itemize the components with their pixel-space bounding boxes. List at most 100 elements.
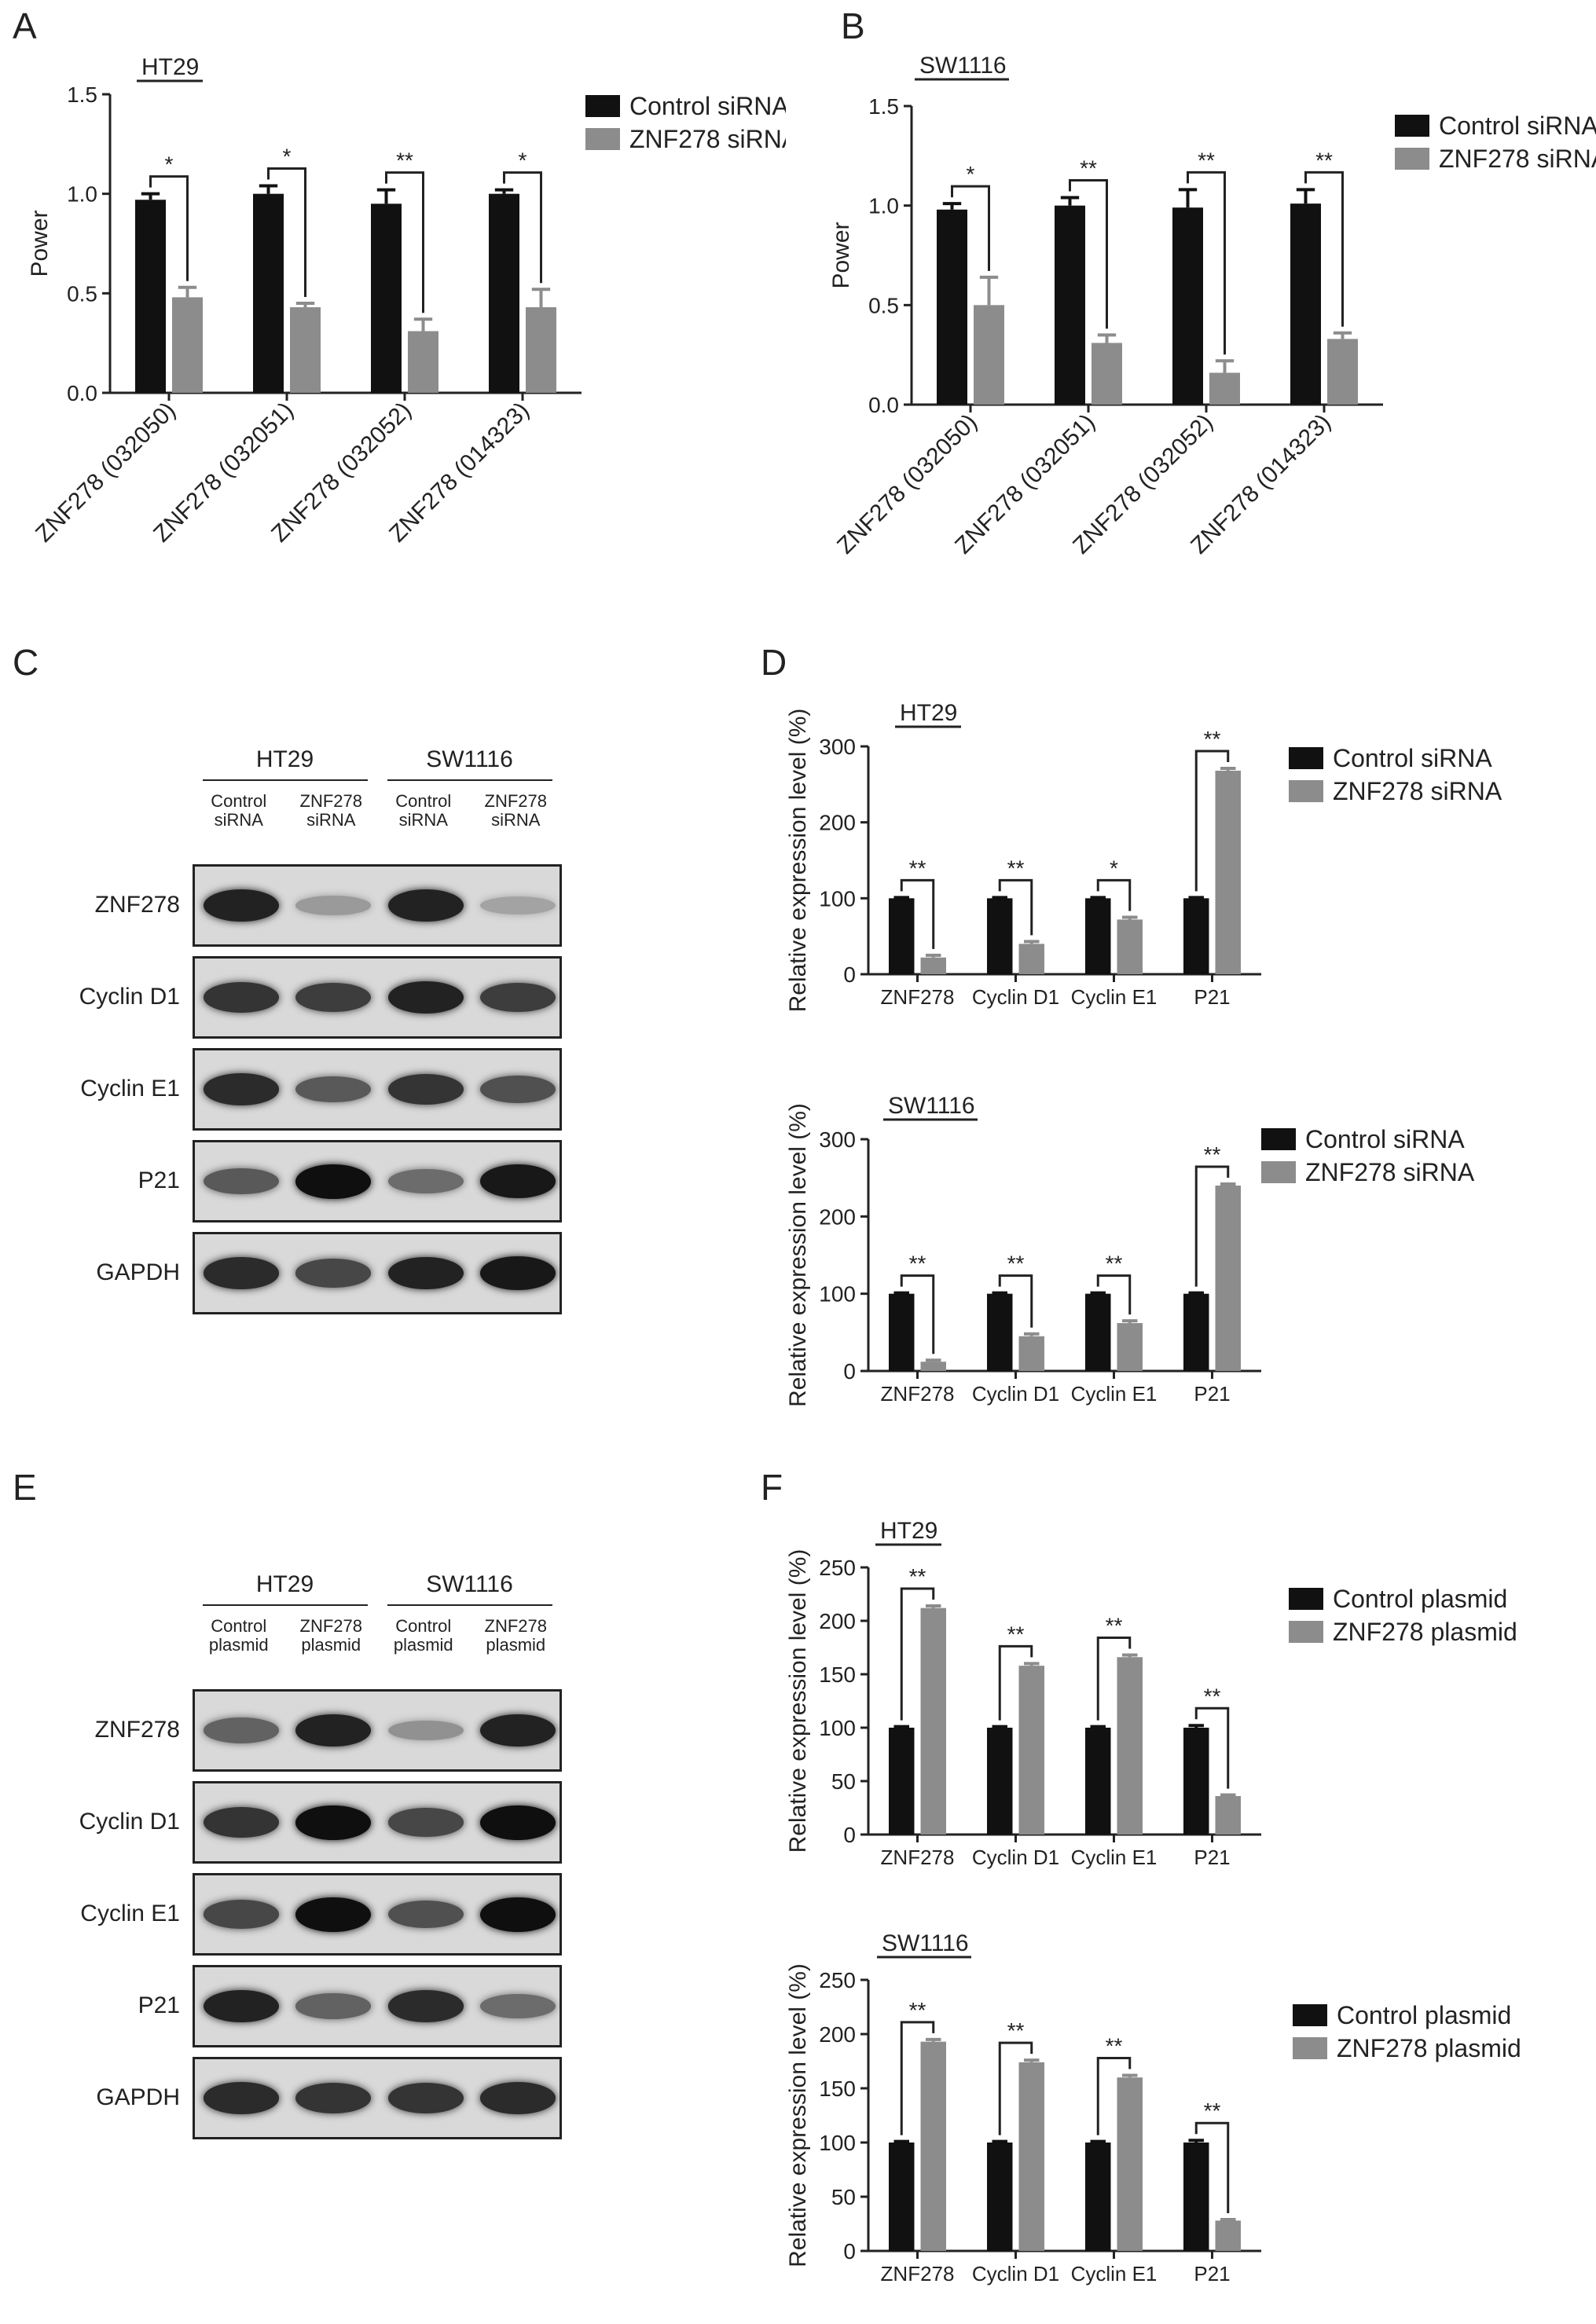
blot-strip — [193, 864, 562, 947]
bar-treatment — [1092, 343, 1122, 405]
bar-control — [1055, 205, 1085, 405]
lane-label: ZNF278 siRNA — [299, 791, 362, 830]
legend-label: Control siRNA — [1305, 1125, 1465, 1153]
chart-d-bottom-sw1116-expression: SW1116 0 100 200 300 Relative expression leve… — [785, 1093, 1475, 1407]
bar-treatment — [1018, 944, 1044, 974]
significance-marker: ** — [1204, 1142, 1221, 1167]
blot-band — [203, 2082, 279, 2114]
x-tick-label: Cyclin D1 — [972, 985, 1059, 1009]
bar-control — [1085, 1728, 1111, 1835]
blot-strip — [193, 1140, 562, 1222]
blot-band — [387, 1990, 464, 2022]
bar-treatment — [408, 331, 438, 393]
blot-band — [387, 1808, 464, 1837]
blot-band — [387, 1169, 464, 1193]
significance-bracket — [503, 171, 542, 284]
x-tick-label: Cyclin D1 — [972, 1382, 1059, 1406]
significance-bracket — [1194, 1165, 1230, 1287]
legend-swatch — [1261, 1128, 1296, 1150]
x-tick-label: ZNF278 — [881, 1382, 955, 1406]
protein-label: Cyclin D1 — [79, 1808, 180, 1835]
legend-swatch — [1395, 148, 1429, 170]
y-tick-label: 1.5 — [67, 82, 97, 107]
bar-treatment — [1215, 2220, 1241, 2251]
bar-control — [987, 1728, 1013, 1835]
bar-control — [1085, 2143, 1111, 2251]
protein-label: ZNF278 — [94, 1716, 180, 1743]
bar-treatment — [1117, 919, 1143, 974]
blot-band — [480, 1805, 556, 1840]
significance-marker: ** — [1204, 2099, 1221, 2123]
y-tick-label: 0 — [843, 962, 856, 987]
chart-f-bottom-sw1116-plasmid: SW1116 0 50 100 150 200 250 Relative expression… — [785, 1930, 1521, 2286]
chart-title: SW1116 — [888, 1093, 975, 1119]
bar-control — [937, 209, 967, 405]
significance-marker: * — [967, 162, 975, 186]
bar-control — [135, 200, 166, 393]
x-tick-label: P21 — [1194, 2262, 1230, 2286]
significance-marker: * — [1110, 856, 1118, 880]
x-tick-label: P21 — [1194, 1382, 1230, 1406]
significance-marker: ** — [1007, 1622, 1025, 1646]
bar-control — [889, 1293, 915, 1371]
significance-bracket — [998, 1644, 1033, 1721]
blot-band — [480, 1714, 556, 1747]
x-tick-label: P21 — [1194, 1846, 1230, 1869]
bar-control — [987, 2143, 1013, 2251]
y-tick-label: 1.0 — [67, 182, 97, 207]
lane-label: Control siRNA — [211, 791, 267, 830]
legend-label: Control siRNA — [1333, 744, 1492, 772]
legend-swatch — [1289, 1621, 1323, 1643]
legend-label: Control plasmid — [1337, 2001, 1511, 2029]
significance-bracket — [900, 1274, 935, 1354]
blot-band — [295, 1076, 372, 1103]
panel-letter-a: A — [13, 5, 37, 46]
protein-label: Cyclin D1 — [79, 983, 180, 1010]
significance-bracket — [900, 2021, 935, 2135]
lane-label: ZNF278 plasmid — [299, 1616, 362, 1655]
blot-band — [480, 1076, 556, 1103]
significance-marker: ** — [1204, 727, 1221, 751]
blot-band — [203, 889, 279, 922]
panel-letter-c: C — [13, 642, 39, 683]
blot-band — [203, 1257, 279, 1289]
blot-band — [295, 1714, 372, 1747]
legend-label: Control siRNA — [629, 92, 786, 120]
significance-marker: ** — [1106, 1252, 1123, 1276]
blot-band — [203, 982, 279, 1013]
y-tick-label: 0.5 — [868, 293, 899, 317]
significance-marker: ** — [1080, 156, 1097, 181]
blot-strip — [193, 1781, 562, 1864]
legend-label: ZNF278 siRNA — [1439, 145, 1596, 173]
chart-title: HT29 — [880, 1518, 937, 1544]
bar-treatment — [974, 305, 1004, 405]
blot-band — [480, 1897, 556, 1932]
blot-band — [480, 1164, 556, 1198]
y-tick-label: 0.0 — [868, 393, 899, 417]
blot-band — [295, 1164, 372, 1199]
blot-band — [203, 1167, 279, 1195]
y-tick-label: 200 — [819, 1204, 856, 1229]
chart-title: HT29 — [141, 54, 199, 80]
bar-control — [1183, 1293, 1209, 1371]
blot-band — [387, 1901, 464, 1928]
significance-marker: ** — [909, 1252, 926, 1276]
bar-control — [489, 193, 519, 393]
significance-marker: ** — [909, 1998, 926, 2022]
bar-control — [889, 2143, 915, 2251]
bar-treatment — [172, 297, 203, 393]
bar-control — [1183, 898, 1209, 974]
bar-treatment — [1018, 1666, 1044, 1835]
y-tick-label: 50 — [831, 1769, 856, 1794]
significance-marker: ** — [1007, 856, 1025, 880]
protein-label: P21 — [138, 1167, 180, 1193]
significance-bracket — [998, 878, 1033, 936]
blot-band — [480, 982, 556, 1013]
x-tick-label: Cyclin E1 — [1071, 2262, 1158, 2286]
blot-band — [480, 896, 556, 915]
significance-marker: ** — [1007, 1252, 1025, 1276]
significance-marker: ** — [1198, 148, 1215, 172]
legend-swatch — [585, 95, 620, 117]
cell-line-label: SW1116 — [426, 1571, 513, 1597]
y-axis-label: Relative expression level (%) — [785, 709, 811, 1013]
